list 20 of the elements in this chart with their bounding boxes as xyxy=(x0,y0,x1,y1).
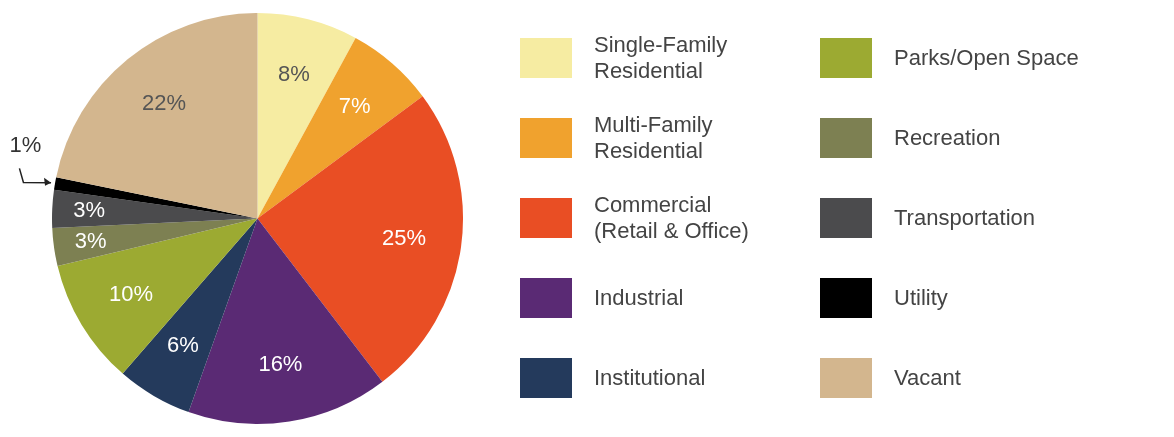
legend-label: Commercial (Retail & Office) xyxy=(594,192,750,244)
legend-label: Vacant xyxy=(894,365,961,391)
legend-label: Multi-Family Residential xyxy=(594,112,714,164)
data-label: 22% xyxy=(141,89,186,115)
legend-label: Recreation xyxy=(894,125,1001,151)
data-label: 3% xyxy=(73,196,106,222)
data-label: 1% xyxy=(9,132,42,158)
legend-label: Institutional xyxy=(594,365,706,391)
data-label: 3% xyxy=(74,228,107,254)
legend-label: Transportation xyxy=(894,205,1036,231)
legend-label: Parks/Open Space xyxy=(894,45,1079,71)
data-label: 10% xyxy=(108,281,153,307)
legend-label: Single-Family Residential xyxy=(594,32,729,84)
data-label: 25% xyxy=(381,225,427,251)
data-label: 7% xyxy=(338,92,371,118)
legend-label: Utility xyxy=(894,285,948,311)
data-label: 8% xyxy=(278,61,310,87)
legend-label: Industrial xyxy=(594,285,684,311)
data-label: 6% xyxy=(166,332,199,358)
data-label: 16% xyxy=(258,350,303,376)
